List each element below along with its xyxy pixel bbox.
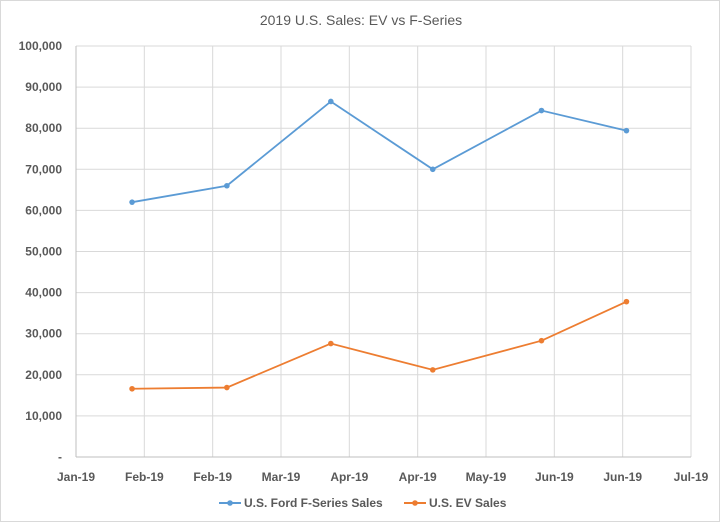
legend-marker xyxy=(227,500,233,506)
y-tick-label: 100,000 xyxy=(19,39,63,53)
series-line xyxy=(132,300,627,390)
x-tick-label: Apr-19 xyxy=(399,470,437,484)
y-tick-label: 40,000 xyxy=(25,286,62,300)
x-tick-label: Jun-19 xyxy=(603,470,642,484)
legend-marker xyxy=(412,500,418,506)
y-tick-label: 90,000 xyxy=(25,80,62,94)
data-point xyxy=(129,199,135,205)
x-tick-label: Apr-19 xyxy=(330,470,368,484)
y-tick-label: 80,000 xyxy=(25,121,62,135)
y-tick-label: 10,000 xyxy=(25,409,62,423)
data-point xyxy=(623,127,630,134)
y-tick-label: 60,000 xyxy=(25,203,62,217)
data-point xyxy=(429,166,436,173)
data-point xyxy=(623,298,630,305)
chart-title: 2019 U.S. Sales: EV vs F-Series xyxy=(260,12,462,28)
y-tick-label: - xyxy=(58,450,62,464)
y-tick-label: 20,000 xyxy=(25,368,62,382)
y-tick-label: 30,000 xyxy=(25,327,62,341)
data-point xyxy=(538,107,545,114)
legend-label: U.S. Ford F-Series Sales xyxy=(244,496,383,510)
x-tick-label: Feb-19 xyxy=(125,470,164,484)
data-point xyxy=(328,98,334,105)
data-point xyxy=(328,340,334,347)
x-tick-label: Jun-19 xyxy=(535,470,574,484)
x-tick-label: May-19 xyxy=(466,470,507,484)
data-point xyxy=(224,182,230,189)
legend-label: U.S. EV Sales xyxy=(429,496,507,510)
x-tick-label: Mar-19 xyxy=(262,470,301,484)
data-point xyxy=(429,367,436,373)
x-tick-label: Jan-19 xyxy=(57,470,95,484)
data-point xyxy=(129,385,135,392)
x-tick-label: Jul-19 xyxy=(674,470,709,484)
data-point xyxy=(538,337,545,344)
y-tick-label: 50,000 xyxy=(25,245,62,259)
data-point xyxy=(224,384,230,391)
y-tick-label: 70,000 xyxy=(25,162,62,176)
x-tick-label: Feb-19 xyxy=(193,470,232,484)
series-line xyxy=(131,100,627,204)
